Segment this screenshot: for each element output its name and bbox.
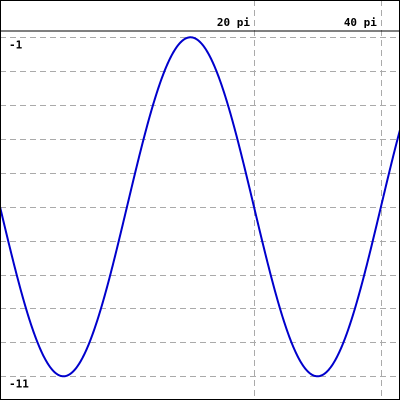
x-tick-label: 40 pi [344,16,377,29]
y-tick-label: -11 [9,377,29,390]
series-layer [0,36,400,378]
y-tick-label: -1 [9,38,23,51]
sine-series-line [0,36,400,378]
x-tick-label: 20 pi [217,16,250,29]
tick-labels: 20 pi 40 pi -1 -11 [9,16,377,390]
